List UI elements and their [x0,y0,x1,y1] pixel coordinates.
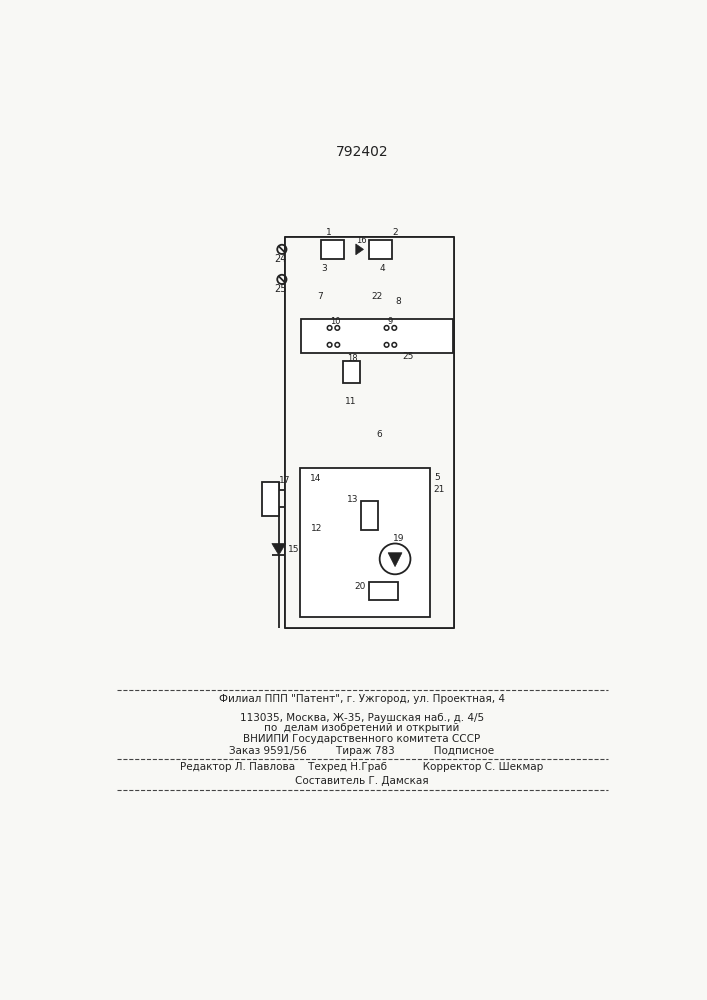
Text: 792402: 792402 [336,145,388,159]
Text: 113035, Москва, Ж-35, Раушская наб., д. 4/5: 113035, Москва, Ж-35, Раушская наб., д. … [240,713,484,723]
Text: 12: 12 [310,524,322,533]
Text: 14: 14 [310,474,321,483]
Text: 5: 5 [434,473,440,482]
Bar [369,240,392,259]
Circle shape [385,326,389,330]
Bar [300,468,430,617]
Text: 13: 13 [346,495,358,504]
Bar [321,240,344,259]
Text: 9: 9 [388,317,393,326]
Text: 20: 20 [354,582,366,591]
Text: 16: 16 [356,236,366,245]
Polygon shape [356,244,363,255]
Text: Редактор Л. Павлова    Техред Н.Граб           Корректор С. Шекмар: Редактор Л. Павлова Техред Н.Граб Коррек… [180,762,544,772]
Text: 2: 2 [393,228,398,237]
Text: 11: 11 [345,397,356,406]
Bar [285,237,455,628]
Bar [344,361,361,383]
Text: по  делам изобретений и открытий: по делам изобретений и открытий [264,723,460,733]
Circle shape [385,343,389,347]
Text: 7: 7 [317,292,323,301]
Text: ВНИИПИ Государственного комитета СССР: ВНИИПИ Государственного комитета СССР [243,734,481,744]
Polygon shape [388,553,402,567]
Bar [361,501,378,530]
Circle shape [327,326,332,330]
Text: 24: 24 [274,254,286,264]
Bar [301,319,452,353]
Circle shape [327,343,332,347]
Bar [369,582,398,600]
Text: 6: 6 [377,430,382,439]
Circle shape [335,326,339,330]
Text: Филиал ППП "Патент", г. Ужгород, ул. Проектная, 4: Филиал ППП "Патент", г. Ужгород, ул. Про… [219,694,505,704]
Text: 4: 4 [380,264,385,273]
Text: 25: 25 [274,284,286,294]
Circle shape [392,343,397,347]
Text: 19: 19 [393,534,404,543]
Text: 3: 3 [322,264,327,273]
Text: 10: 10 [330,317,341,326]
Text: 8: 8 [395,297,401,306]
Text: 1: 1 [326,228,332,237]
Polygon shape [272,544,286,555]
Text: 17: 17 [279,476,291,485]
Bar [262,482,279,516]
Text: 25: 25 [402,352,414,361]
Text: 18: 18 [346,354,357,363]
Text: Заказ 9591/56         Тираж 783            Подписное: Заказ 9591/56 Тираж 783 Подписное [229,746,494,756]
Text: 22: 22 [371,292,382,301]
Circle shape [335,343,339,347]
Text: 21: 21 [433,485,445,494]
Text: Составитель Г. Дамская: Составитель Г. Дамская [295,776,428,786]
Text: 15: 15 [288,545,300,554]
Circle shape [392,326,397,330]
